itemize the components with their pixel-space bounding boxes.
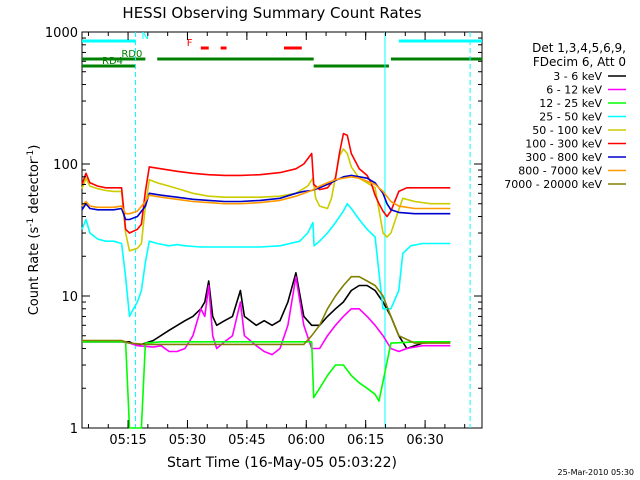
saa-lines xyxy=(134,32,471,428)
status-label-rd4: RD4 xyxy=(102,56,123,67)
legend-label-7000-20000-kev: 7000 - 20000 keV xyxy=(504,178,602,191)
series-3-6-kev xyxy=(82,272,451,350)
footer-date: 25-Mar-2010 05:30 xyxy=(558,468,635,477)
legend-label-3-6-kev: 3 - 6 keV xyxy=(553,70,602,83)
y-tick-label: 100 xyxy=(53,158,78,173)
legend-label-6-12-kev: 6 - 12 keV xyxy=(546,84,602,97)
x-tick-label: 06:00 xyxy=(288,433,325,448)
legend-label-100-300-kev: 100 - 300 keV xyxy=(525,138,602,151)
status-label-rd0: RD0 xyxy=(121,49,142,60)
y-label-sup1: -1 xyxy=(26,218,36,227)
legend-header-2: FDecim 6, Att 0 xyxy=(533,55,626,69)
y-tick-label: 1000 xyxy=(45,26,78,41)
series-25-50-kev xyxy=(81,202,451,318)
status-label-n: N xyxy=(141,31,148,42)
y-tick-label: 10 xyxy=(61,290,78,305)
chart-title: HESSI Observing Summary Count Rates xyxy=(122,4,421,22)
series-layer xyxy=(81,132,451,429)
legend-label-800-7000-kev: 800 - 7000 keV xyxy=(518,165,602,178)
legend-label-12-25-kev: 12 - 25 keV xyxy=(539,97,602,110)
y-label-end: ) xyxy=(27,145,42,150)
x-tick-label: 05:30 xyxy=(169,433,206,448)
legend: Det 1,3,4,5,6,9, FDecim 6, Att 0 3 - 6 k… xyxy=(504,41,626,191)
series-800-7000-kev xyxy=(81,176,451,215)
legend-label-50-100-kev: 50 - 100 keV xyxy=(532,124,602,137)
series-100-300-kev xyxy=(81,132,451,234)
legend-label-25-50-kev: 25 - 50 keV xyxy=(539,111,602,124)
x-tick-label: 05:15 xyxy=(109,433,146,448)
y-label-mid: detector xyxy=(27,158,42,218)
series-12-25-kev xyxy=(82,341,451,429)
plot-frame xyxy=(81,31,483,429)
series-7000-20000-kev xyxy=(82,275,451,346)
y-tick-label: 1 xyxy=(70,422,78,437)
y-label-main: Count Rate (s xyxy=(27,227,42,316)
x-tick-label: 06:30 xyxy=(406,433,443,448)
series-50-100-kev xyxy=(81,148,451,252)
y-label-sup2: -1 xyxy=(26,150,36,159)
x-axis-label: Start Time (16-May-05 05:03:22) xyxy=(167,455,397,471)
axis-ticks: 05:15 05:30 05:45 06:00 06:15 06:30 1 10 100 1000 xyxy=(45,26,482,448)
status-label-f: F xyxy=(187,38,193,49)
series-300-800-kev xyxy=(81,174,451,221)
series-6-12-kev xyxy=(82,275,451,356)
legend-header-1: Det 1,3,4,5,6,9, xyxy=(532,41,626,55)
x-tick-label: 05:45 xyxy=(228,433,265,448)
y-axis-label: Count Rate (s-1 detector-1) xyxy=(26,145,42,316)
legend-label-300-800-kev: 300 - 800 keV xyxy=(525,151,602,164)
x-tick-label: 06:15 xyxy=(347,433,384,448)
